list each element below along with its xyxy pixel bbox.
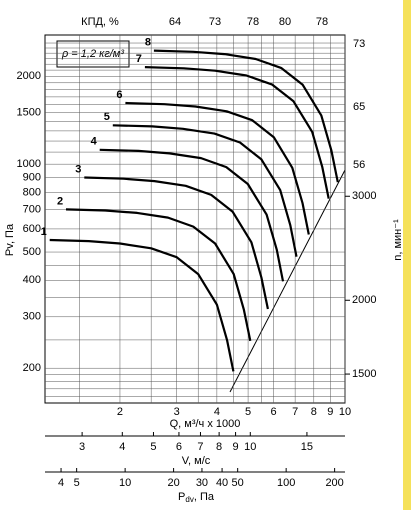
efficiency-right-label: 73 bbox=[353, 38, 365, 50]
chart-title: КПД, % bbox=[81, 16, 119, 28]
y-tick-label: 900 bbox=[23, 171, 41, 183]
y-tick-label: 300 bbox=[23, 311, 41, 323]
x-tick-label: 7 bbox=[292, 406, 298, 418]
v_axis-tick-label: 4 bbox=[119, 441, 125, 453]
pdv-sub: dv bbox=[185, 495, 193, 504]
pdv_axis-tick-label: 10 bbox=[119, 477, 131, 489]
pdv_axis-tick-label: 100 bbox=[277, 477, 295, 489]
pdv_axis-tick-label: 20 bbox=[167, 477, 179, 489]
fan-curve bbox=[125, 101, 310, 235]
speed-line bbox=[229, 169, 346, 393]
fan-curve bbox=[49, 238, 235, 372]
y-tick-label: 200 bbox=[23, 362, 41, 374]
x-axis-label: Q, м³/ч x 1000 bbox=[170, 418, 241, 430]
efficiency-top-label: 64 bbox=[169, 16, 181, 28]
curve-label: 7 bbox=[136, 53, 142, 65]
fan-curve bbox=[84, 176, 269, 310]
curve-label: 5 bbox=[104, 111, 110, 123]
v_axis-tick-label: 5 bbox=[150, 441, 156, 453]
x-tick-label: 5 bbox=[245, 406, 251, 418]
y2-axis-label: n, мин⁻¹ bbox=[392, 219, 404, 261]
v_axis-tick-label: 6 bbox=[176, 441, 182, 453]
y-tick-label: 1000 bbox=[17, 158, 41, 170]
x-tick-label: 3 bbox=[174, 406, 180, 418]
fan-curve bbox=[144, 66, 330, 199]
pdv_axis-tick-label: 30 bbox=[196, 477, 208, 489]
pdv_axis-tick-label: 50 bbox=[232, 477, 244, 489]
efficiency-right-label: 65 bbox=[353, 101, 365, 113]
v-axis-label: V, м/с bbox=[182, 455, 211, 467]
efficiency-top-label: 78 bbox=[247, 16, 259, 28]
note-box bbox=[56, 40, 130, 68]
y-tick-label: 1500 bbox=[17, 107, 41, 119]
x-tick-label: 10 bbox=[339, 406, 351, 418]
y-tick-label: 800 bbox=[23, 186, 41, 198]
y-tick-label: 600 bbox=[23, 223, 41, 235]
edge-strip bbox=[403, 0, 411, 510]
y-tick-label: 2000 bbox=[17, 70, 41, 82]
y2-tick-label: 2000 bbox=[352, 294, 376, 306]
curve-label: 6 bbox=[116, 89, 122, 101]
efficiency-right-label: 56 bbox=[353, 159, 365, 171]
y-tick-label: 700 bbox=[23, 203, 41, 215]
x-tick-label: 2 bbox=[117, 406, 123, 418]
curve-label: 3 bbox=[75, 163, 81, 175]
v_axis-tick-label: 7 bbox=[197, 441, 203, 453]
curve-label: 4 bbox=[91, 136, 98, 148]
efficiency-top-label: 73 bbox=[209, 16, 221, 28]
fan-curve bbox=[153, 49, 339, 183]
pdv-unit: , Па bbox=[194, 491, 215, 503]
y-tick-label: 500 bbox=[23, 246, 41, 258]
x-tick-label: 6 bbox=[271, 406, 277, 418]
x-tick-label: 8 bbox=[311, 406, 317, 418]
efficiency-top-label: 78 bbox=[316, 16, 328, 28]
y-axis-label: Pv, Па bbox=[4, 223, 16, 256]
pdv_axis-tick-label: 40 bbox=[216, 477, 228, 489]
v_axis-tick-label: 8 bbox=[216, 441, 222, 453]
efficiency-top-label: 80 bbox=[279, 16, 291, 28]
pdv_axis-tick-label: 4 bbox=[58, 477, 64, 489]
curve-label: 2 bbox=[57, 195, 63, 207]
pdv_axis-tick-label: 200 bbox=[325, 477, 343, 489]
pdv_axis-tick-label: 5 bbox=[74, 477, 80, 489]
pdv-main: P bbox=[178, 491, 185, 503]
curve-label: 1 bbox=[41, 226, 47, 238]
y2-tick-label: 3000 bbox=[352, 190, 376, 202]
pdv-axis-label: Pdv, Па bbox=[178, 491, 215, 504]
y-tick-label: 400 bbox=[23, 274, 41, 286]
v_axis-tick-label: 15 bbox=[301, 441, 313, 453]
density-note: ρ = 1,2 кг/м³ bbox=[61, 48, 124, 60]
fan-curve bbox=[112, 124, 298, 257]
fan-curve bbox=[99, 148, 285, 282]
v_axis-tick-label: 3 bbox=[79, 441, 85, 453]
v_axis-tick-label: 10 bbox=[244, 441, 256, 453]
v_axis-tick-label: 9 bbox=[233, 441, 239, 453]
x-tick-label: 9 bbox=[327, 406, 333, 418]
fan-curve bbox=[65, 208, 252, 342]
x-tick-label: 4 bbox=[214, 406, 220, 418]
plot-frame bbox=[44, 34, 346, 404]
y2-tick-label: 1500 bbox=[352, 368, 376, 380]
curve-label: 8 bbox=[145, 37, 151, 49]
